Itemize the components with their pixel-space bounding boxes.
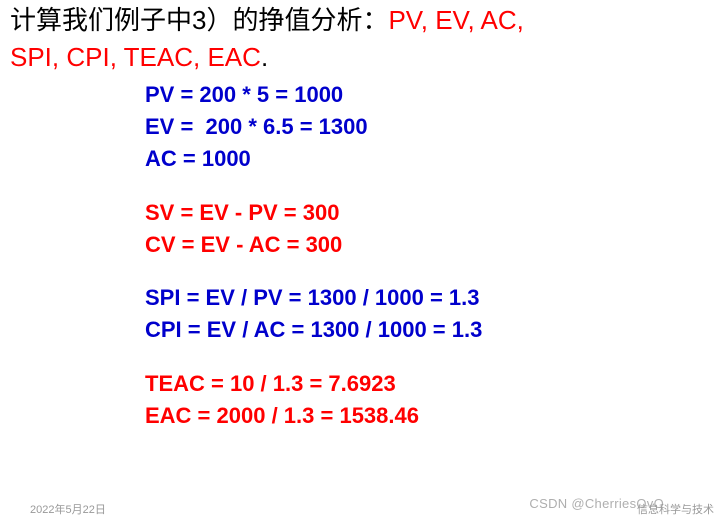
- calc-cpi: CPI = EV / AC = 1300 / 1000 = 1.3: [145, 314, 724, 346]
- calculation-block: PV = 200 * 5 = 1000 EV = 200 * 6.5 = 130…: [0, 73, 724, 432]
- footer: 2022年5月22日 信息科学与技术: [0, 501, 724, 519]
- title-text-black: 计算我们例子中3）的挣值分析：: [10, 5, 388, 35]
- calc-cv: CV = EV - AC = 300: [145, 229, 724, 261]
- calc-sv: SV = EV - PV = 300: [145, 197, 724, 229]
- calc-pv: PV = 200 * 5 = 1000: [145, 79, 724, 111]
- footer-right: 信息科学与技术: [637, 501, 714, 517]
- calc-eac: EAC = 2000 / 1.3 = 1538.46: [145, 400, 724, 432]
- title-line-1: 计算我们例子中3）的挣值分析：PV, EV, AC,: [0, 0, 724, 37]
- spacer-1: [145, 175, 724, 197]
- calc-spi: SPI = EV / PV = 1300 / 1000 = 1.3: [145, 282, 724, 314]
- spacer-3: [145, 346, 724, 368]
- title-text-red-2: SPI, CPI, TEAC, EAC: [10, 42, 261, 72]
- title-period: .: [261, 42, 268, 72]
- title-line-2: SPI, CPI, TEAC, EAC.: [0, 37, 724, 74]
- calc-ac: AC = 1000: [145, 143, 724, 175]
- calc-ev: EV = 200 * 6.5 = 1300: [145, 111, 724, 143]
- spacer-2: [145, 260, 724, 282]
- footer-date: 2022年5月22日: [30, 501, 106, 517]
- calc-teac: TEAC = 10 / 1.3 = 7.6923: [145, 368, 724, 400]
- title-text-red-1: PV, EV, AC,: [388, 5, 523, 35]
